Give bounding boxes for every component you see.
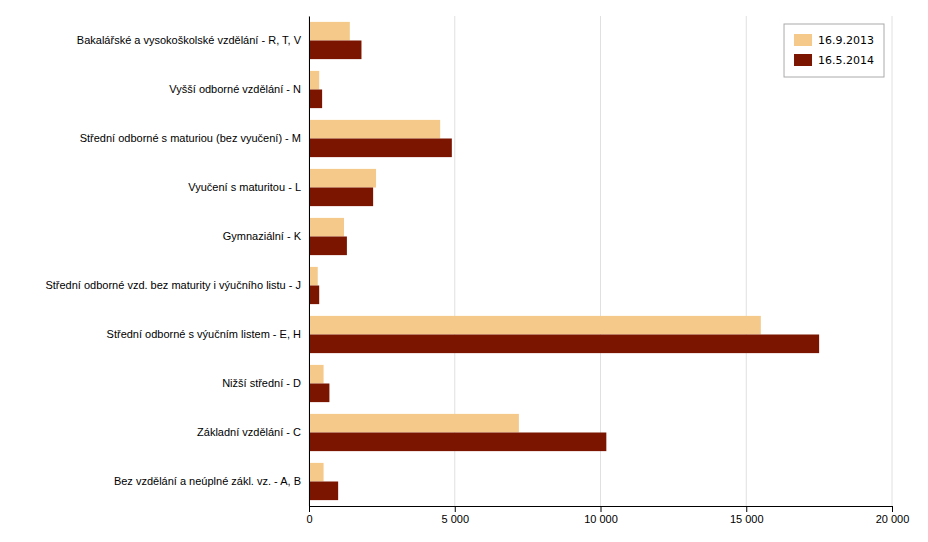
x-tick-mark	[892, 506, 893, 512]
bar	[309, 90, 322, 109]
grid-line	[746, 16, 747, 506]
bar	[309, 22, 350, 41]
bar	[309, 335, 819, 354]
y-tick: Gymnaziální - K	[223, 230, 309, 242]
bar	[309, 41, 361, 60]
bar	[309, 267, 318, 286]
y-tick: Vyšší odborné vzdělání - N	[169, 83, 309, 95]
y-tick-label: Bakalářské a vysokoškolské vzdělání - R,…	[77, 34, 302, 46]
legend-label: 16.9.2013	[818, 34, 874, 47]
bar	[309, 316, 761, 335]
bar	[309, 433, 606, 452]
x-axis-line	[310, 507, 893, 513]
y-tick-label: Střední odborné vzd. bez maturity i výuč…	[45, 279, 301, 291]
x-tick-label: 15 000	[730, 513, 764, 525]
y-tick-label: Bez vzdělání a neúplné zákl. vz. - A, B	[114, 475, 301, 487]
y-tick-label: Základní vzdělání - C	[197, 426, 301, 438]
legend-swatch	[794, 54, 812, 66]
x-tick-mark	[455, 506, 456, 512]
x-tick: 0	[306, 506, 312, 525]
plot: 0 5 000 10 000 15 000 20 000 Bakalářské a vys…	[45, 16, 909, 525]
y-tick: Vyučení s maturitou - L	[188, 181, 309, 193]
bar	[309, 120, 440, 139]
y-tick-label: Nižší střední - D	[222, 377, 301, 389]
x-tick-label: 20 000	[876, 513, 910, 525]
bar	[309, 463, 324, 482]
x-tick-mark	[601, 506, 602, 512]
bar	[309, 71, 319, 90]
legend-item: 16.5.2014	[794, 54, 874, 67]
bar	[309, 188, 373, 207]
x-tick: 20 000	[876, 506, 910, 525]
x-tick-mark	[746, 506, 747, 512]
x-tick: 15 000	[730, 506, 764, 525]
legend: 16.9.2013 16.5.2014	[784, 24, 884, 77]
y-tick: Střední odborné vzd. bez maturity i výuč…	[45, 279, 309, 291]
x-tick-label: 10 000	[584, 513, 618, 525]
y-axis-line	[309, 17, 310, 507]
y-tick-label: Střední odborné s maturiou (bez vyučení)…	[80, 132, 301, 144]
y-tick-label: Gymnaziální - K	[223, 230, 302, 242]
bar	[309, 414, 519, 433]
x-tick-mark	[309, 506, 310, 512]
legend-box	[784, 24, 884, 77]
x-tick-label: 5 000	[441, 513, 469, 525]
bar	[309, 365, 324, 384]
grid	[309, 16, 892, 506]
bar	[309, 237, 347, 256]
y-tick: Bez vzdělání a neúplné zákl. vz. - A, B	[114, 475, 309, 487]
y-tick-label: Střední odborné s výučním listem - E, H	[107, 328, 301, 340]
bar	[309, 169, 376, 188]
grid-line	[309, 16, 310, 506]
y-tick: Střední odborné s výučním listem - E, H	[107, 328, 309, 340]
legend-item: 16.9.2013	[794, 34, 874, 47]
y-tick: Střední odborné s maturiou (bez vyučení)…	[80, 132, 309, 144]
bar	[309, 286, 319, 305]
y-tick: Nižší střední - D	[222, 377, 309, 389]
y-tick-label: Vyučení s maturitou - L	[188, 181, 301, 193]
x-tick-label: 0	[306, 513, 312, 525]
bar	[309, 384, 329, 403]
x-axis: 0 5 000 10 000 15 000 20 000	[306, 506, 909, 525]
y-axis: Bakalářské a vysokoškolské vzdělání - R,…	[45, 17, 309, 507]
x-tick: 10 000	[584, 506, 618, 525]
bar	[309, 218, 344, 237]
legend-label: 16.5.2014	[818, 54, 874, 67]
grid-line	[892, 16, 893, 506]
y-tick-label: Vyšší odborné vzdělání - N	[169, 83, 301, 95]
chart: 0 5 000 10 000 15 000 20 000 Bakalářské a vys…	[0, 0, 928, 542]
bar	[309, 139, 452, 158]
bar-series	[309, 41, 819, 501]
bar-series	[309, 22, 761, 482]
y-tick: Základní vzdělání - C	[197, 426, 309, 438]
bars	[309, 22, 819, 500]
bar	[309, 482, 338, 501]
x-tick: 5 000	[441, 506, 469, 525]
legend-swatch	[794, 34, 812, 46]
y-tick: Bakalářské a vysokoškolské vzdělání - R,…	[77, 34, 309, 46]
